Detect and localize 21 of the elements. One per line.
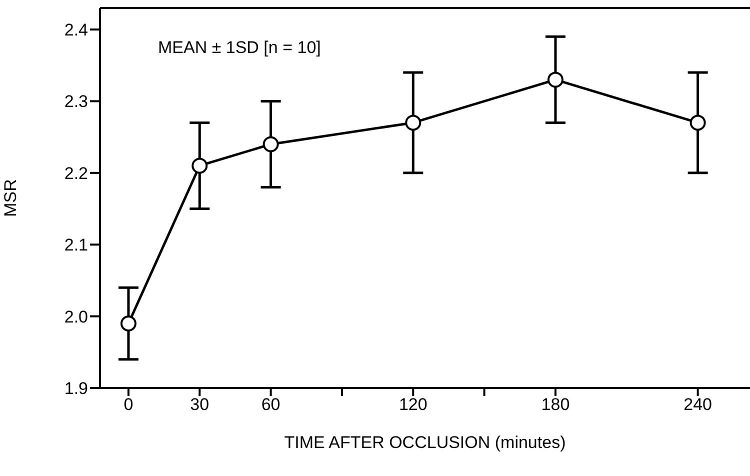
x-tick-label: 30 bbox=[190, 395, 210, 414]
y-tick-label: 2.2 bbox=[64, 164, 88, 183]
x-tick-label: 240 bbox=[684, 395, 712, 414]
x-tick-label: 180 bbox=[541, 395, 570, 414]
point bbox=[690, 114, 706, 131]
point bbox=[262, 136, 279, 152]
y-tick-label: 2.0 bbox=[64, 307, 88, 326]
y-axis-title: MSR bbox=[1, 179, 20, 217]
x-axis-title: TIME AFTER OCCLUSION (minutes) bbox=[284, 433, 566, 452]
point bbox=[405, 114, 422, 131]
x-tick-label: 60 bbox=[261, 395, 280, 414]
x-tick-label: 120 bbox=[398, 395, 428, 414]
y-tick-label: 2.3 bbox=[64, 92, 88, 112]
y-tick-label: 2.1 bbox=[64, 236, 88, 255]
y-tick-label: 1.9 bbox=[64, 379, 88, 398]
y-tick-label: 2.4 bbox=[64, 20, 88, 40]
x-tick-label: 0 bbox=[124, 395, 134, 414]
point bbox=[192, 158, 208, 174]
annotation: MEAN ± 1SD [n = 10] bbox=[158, 38, 321, 58]
point bbox=[120, 315, 136, 332]
point bbox=[547, 72, 564, 88]
